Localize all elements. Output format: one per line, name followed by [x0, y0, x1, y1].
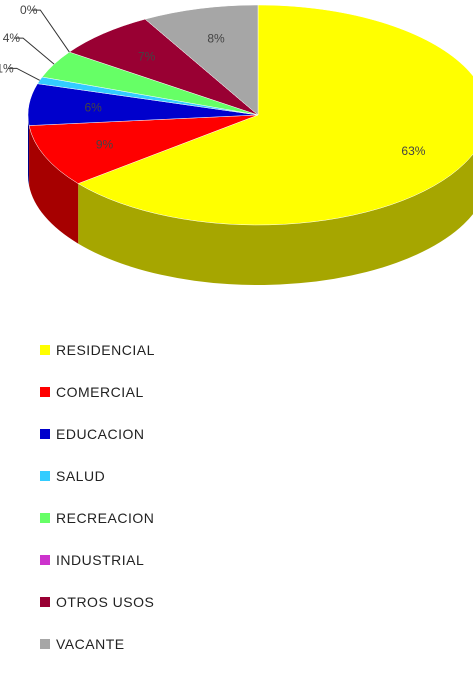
pie-slice-comercial: [28, 114, 259, 184]
legend-swatch: [40, 345, 50, 355]
slice-label: 9%: [96, 138, 114, 152]
legend-swatch: [40, 639, 50, 649]
pie-leaders: [7, 9, 70, 81]
pie-tops: [27, 4, 473, 226]
pie-slice-otros-usos: [68, 18, 259, 116]
pie-side-residencial: [78, 153, 473, 285]
legend-label: OTROS USOS: [56, 594, 155, 610]
slice-label: 6%: [84, 100, 102, 114]
pie-sides: [28, 115, 473, 285]
legend-item: RESIDENCIAL: [40, 340, 155, 360]
legend-item: OTROS USOS: [40, 592, 155, 612]
pie-labels: 63% 9% 6% 1% 4% 0% 7% 8%: [0, 3, 426, 158]
leader-line: [31, 9, 70, 53]
legend-swatch: [40, 513, 50, 523]
slice-label: 1%: [0, 61, 14, 75]
legend-label: SALUD: [56, 468, 106, 484]
legend-swatch: [40, 429, 50, 439]
legend-label: RECREACION: [56, 510, 155, 526]
slice-label: 8%: [207, 31, 225, 45]
pie-side-educacion: [28, 115, 30, 186]
legend-item: COMERCIAL: [40, 382, 155, 402]
slice-label: 63%: [401, 144, 425, 158]
legend-label: RESIDENCIAL: [56, 342, 155, 358]
slice-label: 4%: [3, 31, 21, 45]
pie-slice-vacante: [144, 4, 259, 116]
leader-line: [14, 37, 55, 65]
legend-item: INDUSTRIAL: [40, 550, 155, 570]
legend-swatch: [40, 597, 50, 607]
legend: RESIDENCIAL COMERCIAL EDUCACION SALUD RECREA…: [40, 340, 155, 676]
legend-swatch: [40, 555, 50, 565]
pie-side-comercial: [29, 125, 79, 244]
leader-line: [7, 67, 40, 81]
legend-swatch: [40, 387, 50, 397]
legend-label: EDUCACION: [56, 426, 145, 442]
legend-label: VACANTE: [56, 636, 125, 652]
legend-item: SALUD: [40, 466, 155, 486]
legend-label: COMERCIAL: [56, 384, 144, 400]
slice-label: 0%: [20, 3, 38, 17]
pie-chart: 63% 9% 6% 1% 4% 0% 7% 8%: [0, 3, 473, 285]
slice-label: 7%: [138, 49, 156, 63]
legend-item: RECREACION: [40, 508, 155, 528]
legend-item: EDUCACION: [40, 424, 155, 444]
legend-swatch: [40, 471, 50, 481]
pie-slice-residencial: [77, 4, 473, 226]
legend-item: VACANTE: [40, 634, 155, 654]
legend-label: INDUSTRIAL: [56, 552, 145, 568]
